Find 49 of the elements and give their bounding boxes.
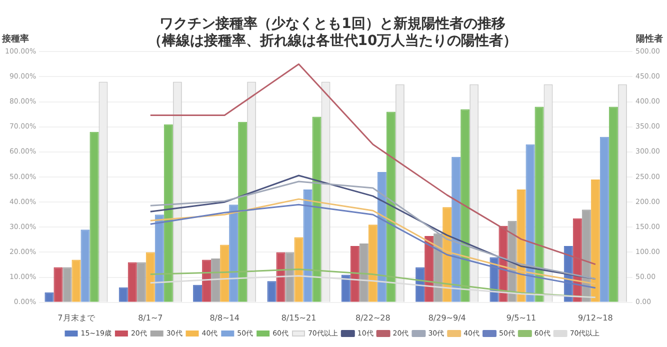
y-axis-title: 接種率	[1, 33, 29, 44]
bar	[90, 132, 99, 302]
bar	[516, 190, 526, 302]
bar	[350, 246, 360, 302]
x-tick-label: 8/22~28	[355, 313, 390, 322]
bar	[238, 122, 248, 302]
x-tick-label: 8/1~7	[138, 313, 163, 322]
bar	[136, 262, 146, 302]
bar	[276, 252, 286, 302]
bar	[608, 106, 618, 302]
x-tick-label: 9/12~18	[578, 313, 613, 322]
bar	[285, 252, 294, 302]
bar	[54, 267, 63, 302]
bar	[72, 260, 81, 302]
x-tick-label: 8/8~14	[210, 313, 240, 322]
bar	[202, 260, 212, 302]
bar	[359, 243, 368, 302]
x-tick-label: 8/15~21	[281, 313, 316, 322]
bar	[386, 112, 396, 302]
chart-subtitle: （棒線は接種率、折れ線は各世代10万人当たりの陽性者）	[148, 32, 518, 49]
bar	[80, 230, 90, 302]
bar	[154, 214, 164, 302]
bar	[526, 144, 535, 302]
bar	[534, 106, 544, 302]
bar	[211, 258, 220, 302]
bar	[146, 252, 155, 302]
bar	[128, 262, 137, 302]
bar	[220, 244, 230, 302]
x-tick-label: 7月末まで	[58, 313, 96, 322]
bar	[377, 172, 386, 302]
chart-title: ワクチン接種率（少なくとも1回）と新規陽性者の推移	[160, 15, 506, 32]
bar	[341, 274, 350, 302]
bar	[590, 180, 600, 302]
x-tick-label: 8/29~9/4	[428, 313, 466, 322]
bar	[460, 109, 470, 302]
bar	[267, 281, 276, 302]
bar	[229, 204, 238, 302]
bar	[600, 136, 609, 302]
bar	[368, 224, 378, 302]
bar	[294, 237, 304, 302]
x-tick-label: 9/5~11	[506, 313, 536, 322]
bar	[62, 267, 72, 302]
bar	[164, 124, 173, 302]
y2-axis-title: 陽性者	[636, 33, 663, 44]
bar	[193, 284, 202, 302]
bar	[582, 210, 591, 302]
bar	[452, 156, 461, 302]
bar	[312, 116, 322, 302]
bar	[303, 190, 312, 302]
